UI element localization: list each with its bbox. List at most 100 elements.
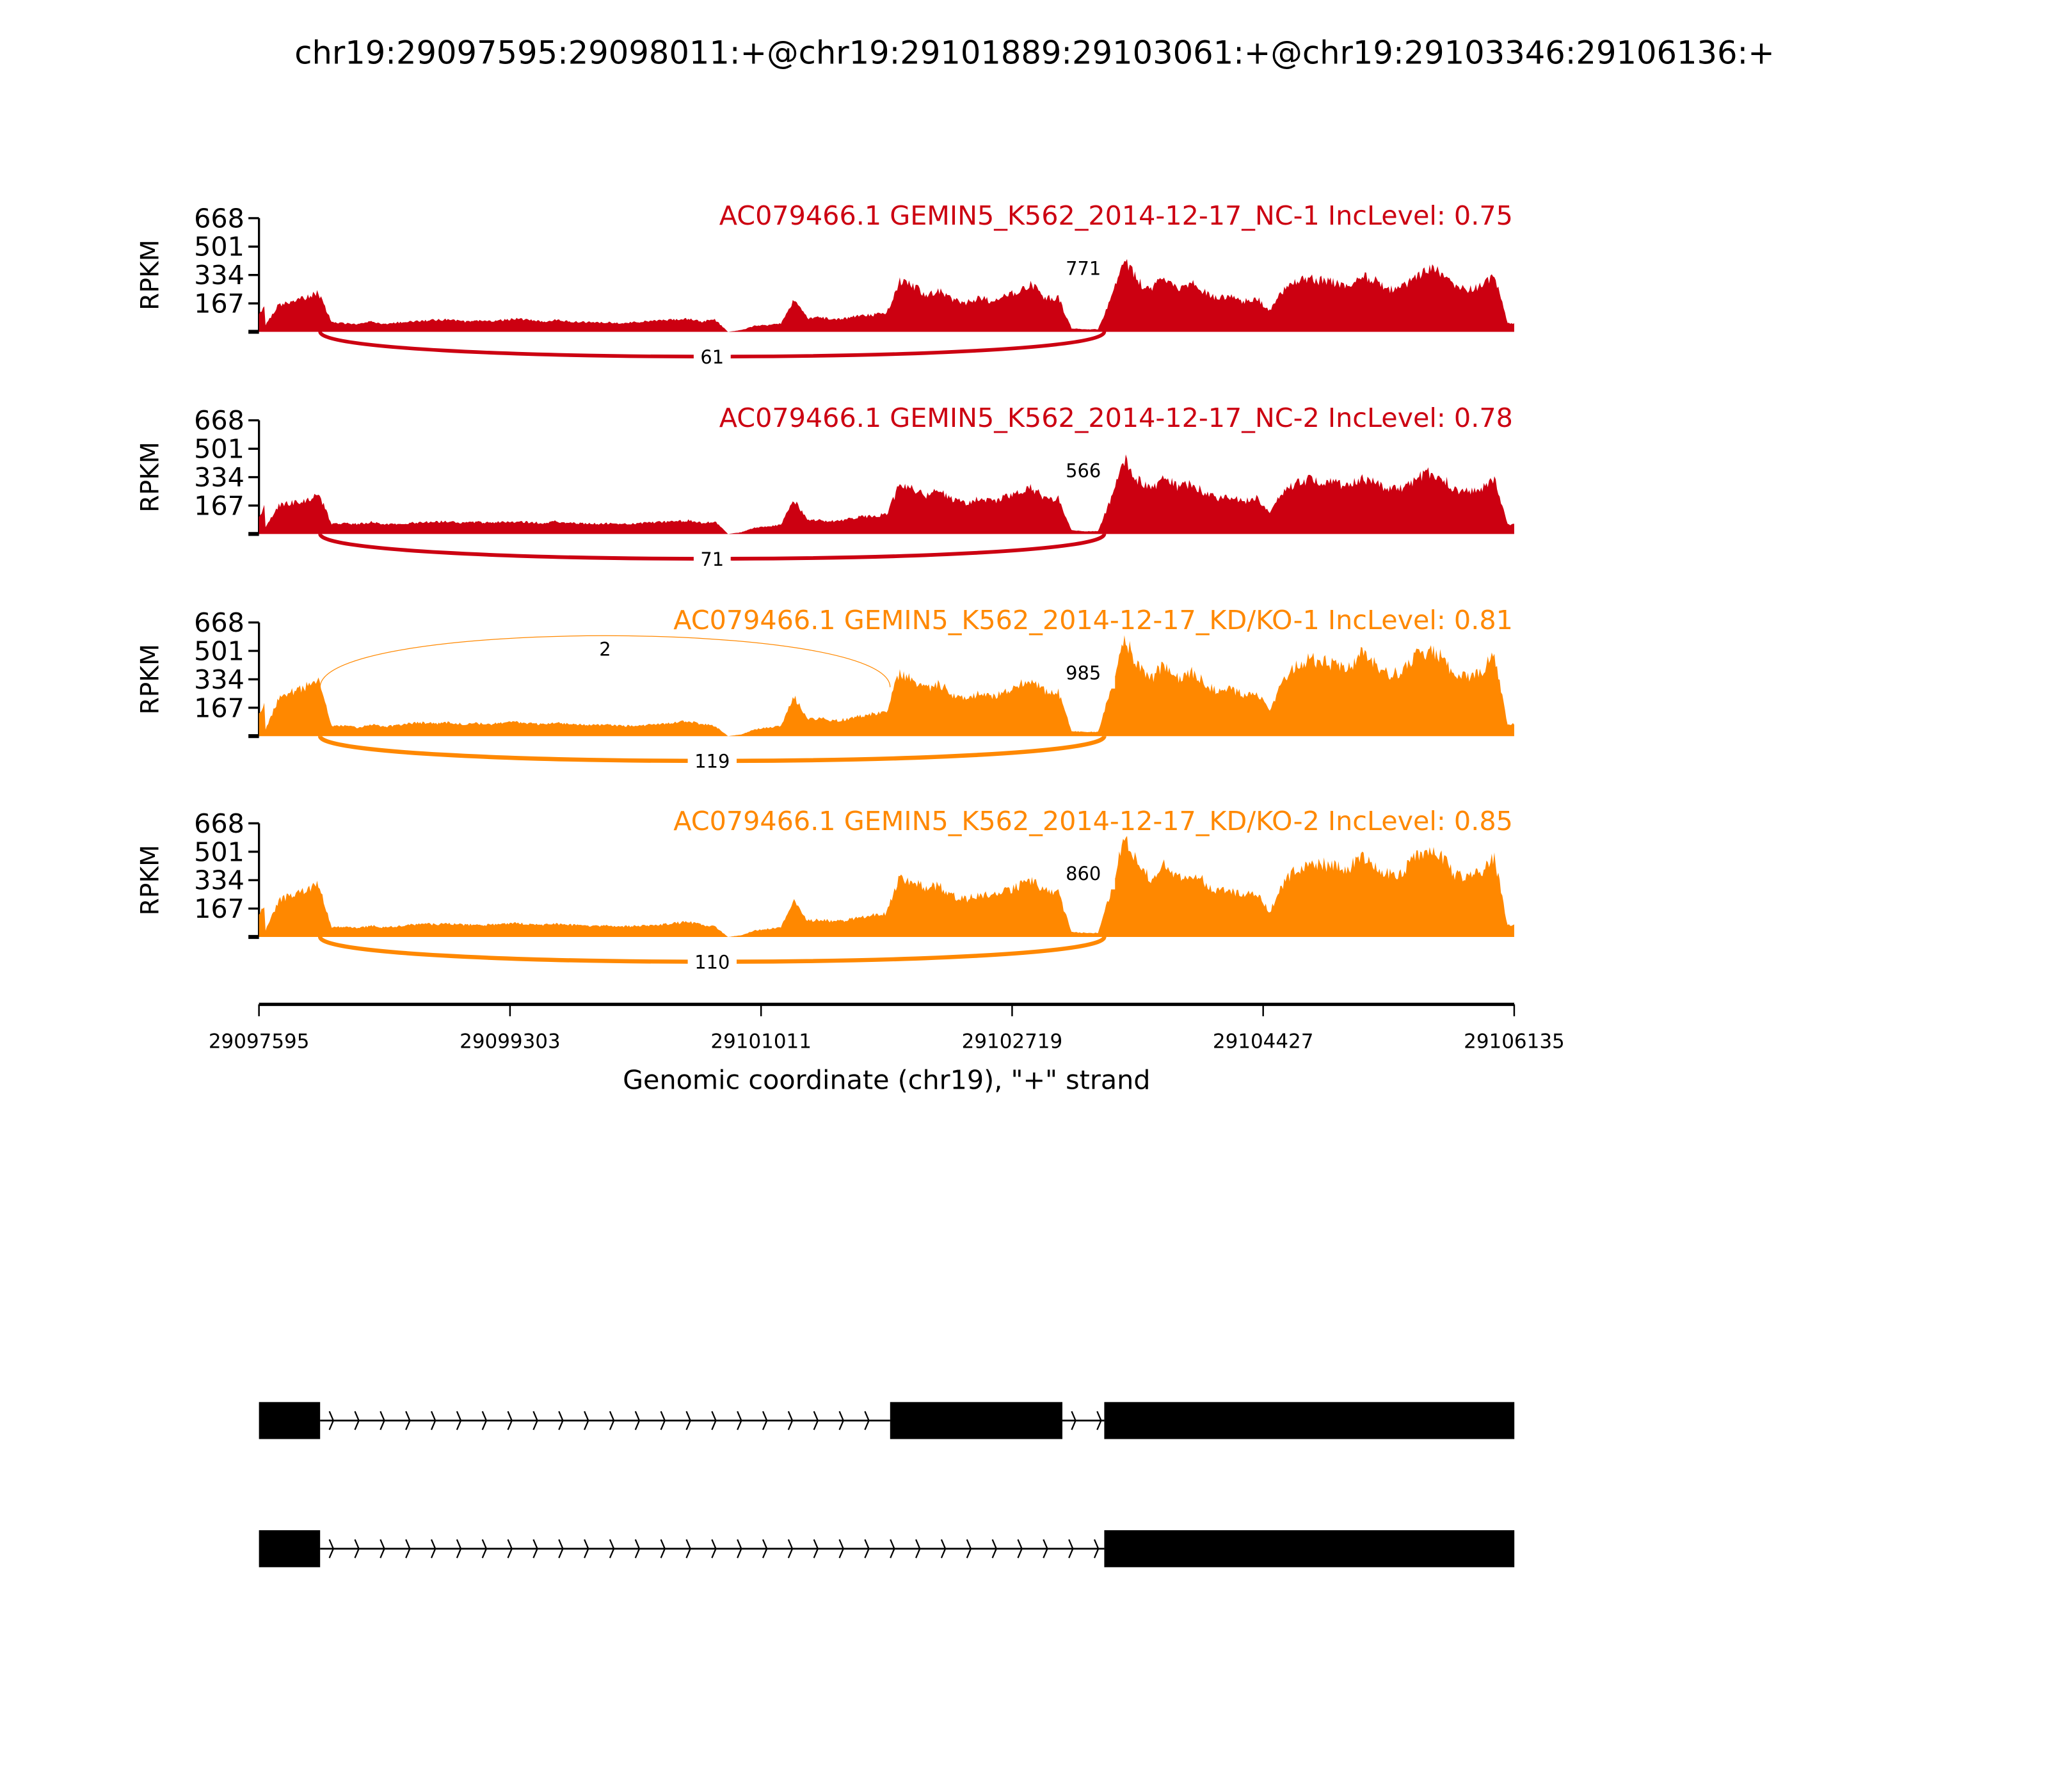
x-axis-label: Genomic coordinate (chr19), "+" strand [623, 1064, 1150, 1095]
sample-label: AC079466.1 GEMIN5_K562_2014-12-17_NC-2 I… [719, 403, 1513, 433]
strand-chevron-icon [864, 1411, 870, 1430]
junction-count: 2 [599, 638, 611, 660]
coverage-area [259, 454, 1514, 534]
junction-count: 61 [700, 346, 724, 368]
strand-chevron-icon [838, 1539, 844, 1558]
strand-chevron-icon [940, 1539, 947, 1558]
junction-label-box [687, 950, 737, 974]
strand-chevron-icon [813, 1539, 819, 1558]
strand-chevron-icon [787, 1411, 794, 1430]
y-tick-label: 668 [194, 607, 244, 638]
strand-chevron-icon [456, 1539, 462, 1558]
strand-chevron-icon [890, 1539, 895, 1558]
strand-chevron-icon [864, 1539, 870, 1558]
y-tick-label: 668 [194, 808, 244, 839]
strand-chevron-icon [507, 1411, 513, 1430]
y-tick-label: 334 [194, 865, 244, 896]
strand-chevron-icon [609, 1539, 615, 1558]
strand-chevron-icon [787, 1539, 794, 1558]
sample-label: AC079466.1 GEMIN5_K562_2014-12-17_NC-1 I… [719, 200, 1513, 231]
strand-chevron-icon [762, 1539, 768, 1558]
y-tick-label: 501 [194, 636, 244, 666]
strand-chevron-icon [354, 1539, 360, 1558]
x-tick-label: 29101011 [710, 1030, 812, 1053]
junction-label-box [592, 637, 618, 661]
transcript-2 [259, 1530, 1515, 1567]
junction-label-box [1052, 855, 1116, 890]
exon-block [890, 1402, 1062, 1439]
junction-label-box [693, 345, 731, 369]
strand-chevron-icon [915, 1539, 921, 1558]
x-tick-label: 29106135 [1464, 1030, 1565, 1053]
x-tick-label: 29104427 [1213, 1030, 1314, 1053]
x-axis: 29097595 29099303 29101011 29102719 29104427… [209, 1002, 1565, 1053]
junction-label-box [693, 547, 731, 572]
y-tick-label: 334 [194, 462, 244, 493]
junction-count: 985 [1066, 662, 1101, 684]
strand-chevron-icon [430, 1539, 436, 1558]
strand-chevron-icon [813, 1411, 819, 1430]
strand-chevron-icon [1093, 1539, 1100, 1558]
strand-chevron-icon [1017, 1539, 1023, 1558]
strand-chevron-icon [405, 1411, 411, 1430]
junction-count: 110 [694, 952, 730, 973]
strand-chevron-icon [532, 1539, 538, 1558]
strand-chevron-icon [456, 1411, 462, 1430]
x-tick-label: 29099303 [460, 1030, 561, 1053]
y-tick-label: 167 [194, 490, 244, 521]
exon-block [259, 1530, 321, 1567]
strand-chevron-icon [380, 1539, 385, 1558]
strand-chevron-icon [660, 1411, 666, 1430]
strand-chevron-icon [660, 1539, 666, 1558]
strand-chevron-icon [685, 1411, 691, 1430]
y-axis-label: RPKM [136, 845, 165, 915]
strand-chevron-icon [584, 1539, 589, 1558]
strand-chevron-icon [481, 1411, 488, 1430]
junction-count: 71 [700, 548, 724, 570]
y-axis-label: RPKM [136, 442, 165, 512]
strand-chevron-icon [1043, 1539, 1048, 1558]
y-tick-label: 167 [194, 289, 244, 319]
y-tick-label: 334 [194, 260, 244, 291]
junction-label-box [1052, 654, 1116, 689]
strand-chevron-icon [328, 1411, 335, 1430]
junction-count: 771 [1066, 258, 1101, 280]
strand-chevron-icon [838, 1411, 844, 1430]
strand-chevron-icon [1096, 1411, 1102, 1430]
transcript-1 [259, 1402, 1515, 1439]
sample-label: AC079466.1 GEMIN5_K562_2014-12-17_KD/KO-… [673, 806, 1513, 836]
strand-chevron-icon [1068, 1539, 1074, 1558]
strand-chevron-icon [584, 1411, 589, 1430]
y-tick-label: 167 [194, 893, 244, 924]
strand-chevron-icon [354, 1411, 360, 1430]
strand-chevron-icon [711, 1411, 717, 1430]
junction-count: 566 [1066, 460, 1101, 482]
sample-label: AC079466.1 GEMIN5_K562_2014-12-17_KD/KO-… [673, 605, 1513, 636]
strand-chevron-icon [634, 1539, 641, 1558]
strand-chevron-icon [558, 1411, 564, 1430]
junction-count: 860 [1066, 863, 1101, 884]
strand-chevron-icon [558, 1539, 564, 1558]
strand-chevron-icon [634, 1411, 641, 1430]
strand-chevron-icon [609, 1411, 615, 1430]
strand-chevron-icon [532, 1411, 538, 1430]
y-axis-label: RPKM [136, 239, 165, 310]
strand-chevron-icon [711, 1539, 717, 1558]
y-tick-label: 668 [194, 203, 244, 234]
x-tick-label: 29102719 [962, 1030, 1063, 1053]
strand-chevron-icon [737, 1411, 742, 1430]
strand-chevron-icon [380, 1411, 385, 1430]
strand-chevron-icon [966, 1539, 972, 1558]
exon-block [259, 1402, 321, 1439]
strand-chevron-icon [430, 1411, 436, 1430]
junction-arc [319, 635, 891, 687]
y-axis-label: RPKM [136, 644, 165, 714]
junction-label-box [1052, 452, 1116, 486]
gene-models [259, 1402, 1515, 1567]
junction-label-box [687, 749, 737, 773]
